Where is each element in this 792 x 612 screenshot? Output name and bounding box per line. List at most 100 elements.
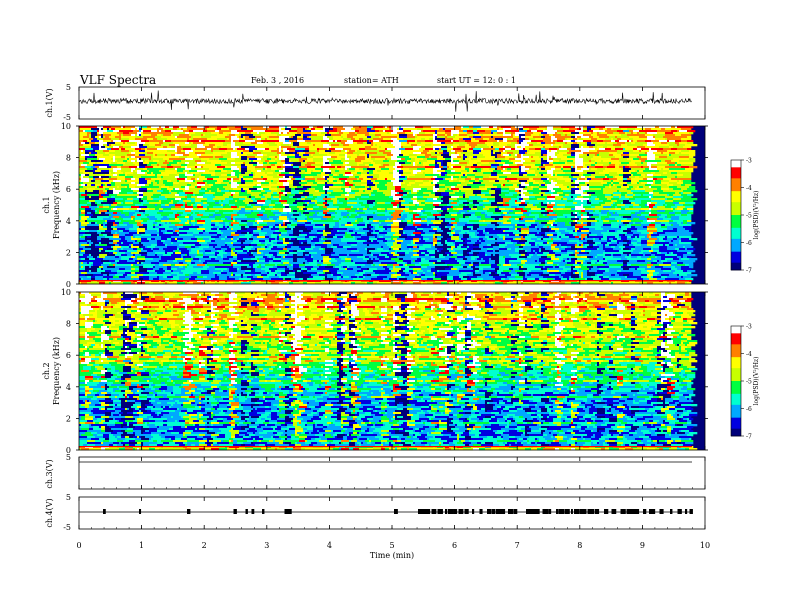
spectrogram-cell xyxy=(647,138,656,141)
spectrogram-cell xyxy=(153,182,158,185)
spectrogram-cell xyxy=(375,158,382,161)
spectrogram-cell xyxy=(555,166,560,169)
spectrogram-cell xyxy=(325,182,328,185)
spectrogram-cell xyxy=(483,142,486,145)
spectrogram-cell xyxy=(325,196,328,199)
spectrogram-cell xyxy=(341,130,346,133)
spectrogram-cell xyxy=(433,168,442,171)
spectrogram-cell xyxy=(411,162,414,165)
spectrogram-cell xyxy=(535,144,544,147)
spectrogram-cell xyxy=(305,196,308,199)
spectrogram-cell xyxy=(553,134,556,137)
spectrogram-cell xyxy=(143,162,150,165)
spectrogram-cell xyxy=(221,200,224,203)
spectrogram-cell xyxy=(573,166,576,169)
spectrogram-cell xyxy=(285,170,294,173)
spectrogram-cell xyxy=(553,158,562,161)
spectrogram-cell xyxy=(433,172,442,175)
spectrogram-cell xyxy=(179,144,188,147)
spectrogram-cell xyxy=(539,206,548,209)
spectrogram-cell xyxy=(491,164,500,167)
spectrogram-cell xyxy=(125,148,130,151)
spectrogram-cell xyxy=(295,152,298,155)
spectrogram-cell xyxy=(87,168,94,171)
spectrogram-cell xyxy=(111,144,116,147)
spectrogram-cell xyxy=(217,190,222,193)
spectrogram-cell xyxy=(571,168,576,171)
spectrogram-cell xyxy=(549,158,554,161)
spectrogram-cell xyxy=(565,180,572,183)
spectrogram-cell xyxy=(333,204,340,207)
spectrogram-cell xyxy=(251,160,254,163)
spectrogram-cell xyxy=(103,160,106,163)
spectrogram-cell xyxy=(329,176,334,179)
spectrogram-cell xyxy=(217,140,226,143)
spectrogram-cell xyxy=(257,130,266,133)
spectrogram-cell xyxy=(507,152,514,155)
spectrogram-cell xyxy=(159,170,166,173)
spectrogram-cell xyxy=(623,130,630,133)
spectrogram-cell xyxy=(637,182,640,185)
spectrogram-cell xyxy=(355,150,358,153)
spectrogram-cell xyxy=(243,126,246,129)
spectrogram-cell xyxy=(439,182,446,185)
spectrogram-cell xyxy=(639,186,644,189)
spectrogram-cell xyxy=(333,130,338,133)
spectrogram-cell xyxy=(527,200,536,203)
spectrogram-cell xyxy=(193,194,196,197)
spectrogram-cell xyxy=(543,194,552,197)
spectrogram-cell xyxy=(113,158,116,161)
spectrogram-cell xyxy=(617,186,622,189)
spectrogram-cell xyxy=(383,186,388,189)
spectrogram-cell xyxy=(231,132,240,135)
spectrogram-cell xyxy=(641,150,650,153)
spectrogram-cell xyxy=(239,192,248,195)
spectrogram-cell xyxy=(625,172,632,175)
spectrogram-cell xyxy=(111,150,116,153)
spectrogram-cell xyxy=(205,172,208,175)
spectrogram-cell xyxy=(125,194,134,197)
spectrogram-cell xyxy=(359,188,364,191)
spectrogram-cell xyxy=(533,204,536,207)
spectrogram-cell xyxy=(283,148,288,151)
spectrogram-cell xyxy=(169,136,176,139)
spectrogram-cell xyxy=(503,168,506,171)
spectrogram-cell xyxy=(505,132,512,135)
spectrogram-cell xyxy=(361,174,370,177)
spectrogram-cell xyxy=(345,150,348,153)
spectrogram-cell xyxy=(371,136,380,139)
spectrogram-cell xyxy=(535,146,544,149)
spectrogram-cell xyxy=(305,184,312,187)
spectrogram-cell xyxy=(145,136,150,139)
spectrogram-cell xyxy=(379,194,386,197)
spectrogram-cell xyxy=(525,148,530,151)
spectrogram-cell xyxy=(129,184,134,187)
spectrogram-cell xyxy=(509,188,516,191)
spectrogram-cell xyxy=(621,196,626,199)
spectrogram-cell xyxy=(513,136,518,139)
spectrogram-cell xyxy=(105,200,108,203)
spectrogram-cell xyxy=(393,182,402,185)
spectrogram-cell xyxy=(279,146,282,149)
spectrogram-cell xyxy=(339,200,348,203)
spectrogram-cell xyxy=(335,206,340,209)
spectrogram-cell xyxy=(591,156,594,159)
spectrogram-cell xyxy=(359,166,362,169)
spectrogram-cell xyxy=(407,148,414,151)
spectrogram-cell xyxy=(163,144,170,147)
spectrogram-cell xyxy=(473,190,482,193)
spectrogram-cell xyxy=(333,140,336,143)
spectrogram-cell xyxy=(557,180,566,183)
spectrogram-cell xyxy=(205,192,212,195)
spectrogram-cell xyxy=(581,128,584,131)
spectrogram-cell xyxy=(245,172,252,175)
spectrogram-cell xyxy=(79,206,82,209)
spectrogram-cell xyxy=(669,182,672,185)
spectrogram-cell xyxy=(665,200,670,203)
spectrogram-cell xyxy=(295,188,304,191)
spectrogram-cell xyxy=(299,158,308,161)
spectrogram-cell xyxy=(403,166,412,169)
spectrogram-cell xyxy=(479,178,482,181)
spectrogram-cell xyxy=(543,158,548,161)
spectrogram-cell xyxy=(345,162,350,165)
